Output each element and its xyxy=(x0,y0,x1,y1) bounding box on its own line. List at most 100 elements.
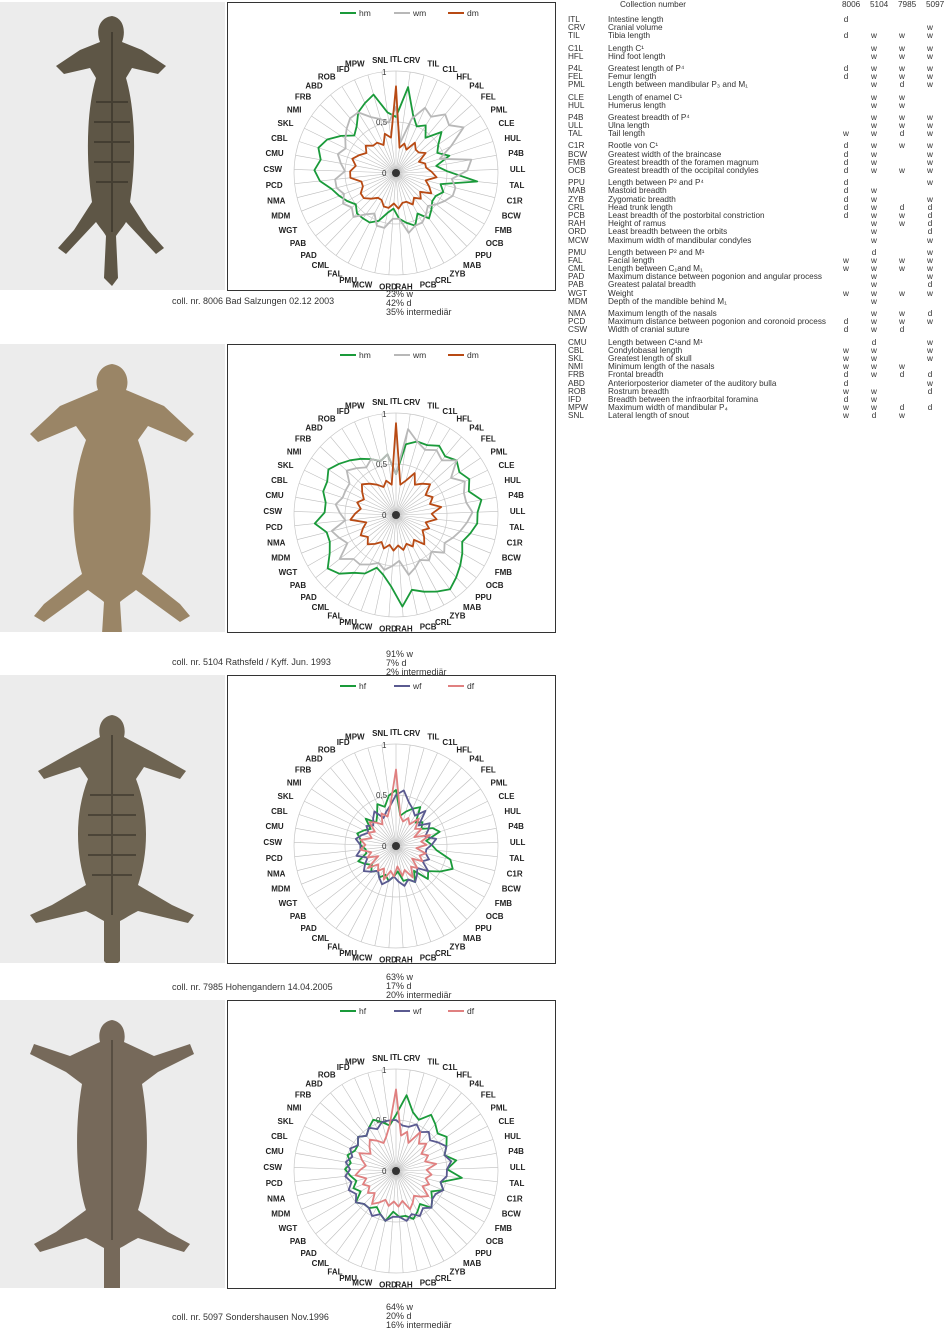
table-cell: d xyxy=(899,370,905,380)
measure-description: Breadth between the infraorbital foramin… xyxy=(608,394,759,404)
axis-label: CSW xyxy=(263,838,282,847)
table-cell: d xyxy=(843,31,849,41)
axis-label: ITL xyxy=(390,55,402,64)
measure-description: Femur length xyxy=(608,72,657,82)
axis-label: CRL xyxy=(435,276,452,285)
legend-label: df xyxy=(467,1006,475,1016)
table-cell: w xyxy=(843,353,849,363)
measure-description: Length between mandibular P₃ and M₁ xyxy=(608,80,748,90)
measure-code: CLE xyxy=(568,92,584,102)
measure-code: FRB xyxy=(568,370,585,380)
series-line-dm xyxy=(349,85,438,210)
axis-label: PMU xyxy=(339,276,357,285)
axis-label: RAH xyxy=(395,956,413,963)
measure-description: Minimum length of the nasals xyxy=(608,362,715,372)
axis-label: ULL xyxy=(510,165,526,174)
axis-label: HFL xyxy=(456,414,472,423)
measure-description: Width of cranial suture xyxy=(608,325,690,335)
axis-label: P4L xyxy=(469,755,484,764)
measure-code: FMB xyxy=(568,157,586,167)
tick-label: 0,5 xyxy=(376,791,388,800)
table-cell: w xyxy=(843,345,849,355)
table-row: TIL Tibia length d w w w xyxy=(568,32,950,40)
axis-label: ABD xyxy=(305,82,323,91)
table-cell: d xyxy=(871,247,877,257)
radar-center xyxy=(392,842,400,850)
axis-label: P4B xyxy=(508,1147,524,1156)
table-cell: w xyxy=(927,112,933,122)
table-cell: w xyxy=(927,31,933,41)
series-line-hf xyxy=(356,789,454,883)
table-cell: w xyxy=(899,317,905,327)
axis-label: MAB xyxy=(463,261,481,270)
table-row: CSW Width of cranial suture d w d xyxy=(568,326,950,334)
axis-label: PCD xyxy=(266,523,283,532)
measure-code: CSW xyxy=(568,325,588,335)
axis-label: ULL xyxy=(510,1163,526,1172)
percent-w: 91% w xyxy=(386,649,414,659)
table-cell: d xyxy=(843,194,849,204)
measure-description: Length between P² and P⁴ xyxy=(608,178,704,188)
radar-center xyxy=(392,169,400,177)
measure-description: Greatest width of the braincase xyxy=(608,149,722,159)
table-cell: w xyxy=(899,92,905,102)
measure-description: Greatest breadth of P⁴ xyxy=(608,112,690,122)
axis-label: ZYB xyxy=(450,270,466,279)
axis-label: FEL xyxy=(481,1091,496,1100)
axis-label: MPW xyxy=(345,59,365,68)
table-cell: w xyxy=(927,149,933,159)
axis-label: NMI xyxy=(287,447,302,456)
axis-label: MPW xyxy=(345,732,365,741)
table-cell: w xyxy=(843,264,849,274)
table-cell: w xyxy=(927,80,933,90)
legend-label: hm xyxy=(359,350,371,360)
specimen-panel-2: hm wm dm 1 0,5 0 ITL CRV TIL C1L HFL P4L FEL PML CLE HU… xyxy=(0,344,560,677)
measure-description: Mastoid breadth xyxy=(608,186,667,196)
tick-label: 1 xyxy=(382,68,387,77)
axis-label: CRL xyxy=(435,618,452,627)
table-row: SKL Greatest length of skull w w w xyxy=(568,353,950,363)
axis-label: PAB xyxy=(290,239,307,248)
radar-ring xyxy=(344,463,448,567)
table-cell: w xyxy=(899,166,905,175)
axis-label: IFD xyxy=(337,1063,350,1072)
table-row: NMI Minimum length of the nasals w w w xyxy=(568,363,950,371)
axis-label: C1R xyxy=(507,197,523,206)
table-cell: d xyxy=(899,403,905,413)
axis-label: NMI xyxy=(287,778,302,787)
percent-intermediate: 2% intermediär xyxy=(386,667,447,677)
tick-label: 1 xyxy=(382,1066,387,1075)
table-cell: d xyxy=(927,403,933,413)
axis-label: BCW xyxy=(502,554,522,563)
specimen-caption: coll. nr. 7985 Hohengandern 14.04.2005 xyxy=(172,982,333,992)
axis-label: MDM xyxy=(271,885,290,894)
axis-label: P4L xyxy=(469,1080,484,1089)
axis-label: CLE xyxy=(499,461,516,470)
axis-label: IFD xyxy=(337,65,350,74)
table-cell: d xyxy=(843,178,849,188)
axis-label: OCB xyxy=(486,912,504,921)
measure-description: Facial length xyxy=(608,255,655,265)
axis-label: PPU xyxy=(475,593,492,602)
table-row: WGT Weight w w w w xyxy=(568,289,950,298)
table-cell: d xyxy=(927,202,933,212)
measure-code: CRL xyxy=(568,202,585,212)
measure-code: BCW xyxy=(568,149,588,159)
axis-label: HUL xyxy=(504,134,521,143)
measure-code: ROB xyxy=(568,386,586,396)
axis-label: BCW xyxy=(502,1210,522,1219)
axis-label: TIL xyxy=(427,732,439,741)
table-row: ABD Anteriorposterior diameter of the aud… xyxy=(568,379,950,388)
axis-label: RAH xyxy=(395,1281,413,1288)
table-cell: w xyxy=(871,386,877,396)
table-row: HUL Humerus length w w xyxy=(568,101,950,110)
table-cell: d xyxy=(843,141,849,151)
table-cell: w xyxy=(871,370,877,380)
axis-label: FEL xyxy=(481,93,496,102)
axis-label: FMB xyxy=(495,226,513,235)
tick-label: 1 xyxy=(382,741,387,750)
table-row: HFL Hind foot length w w w xyxy=(568,52,950,61)
radar-center xyxy=(392,1167,400,1175)
measure-code: PCD xyxy=(568,317,586,327)
axis-label: SNL xyxy=(372,398,388,407)
